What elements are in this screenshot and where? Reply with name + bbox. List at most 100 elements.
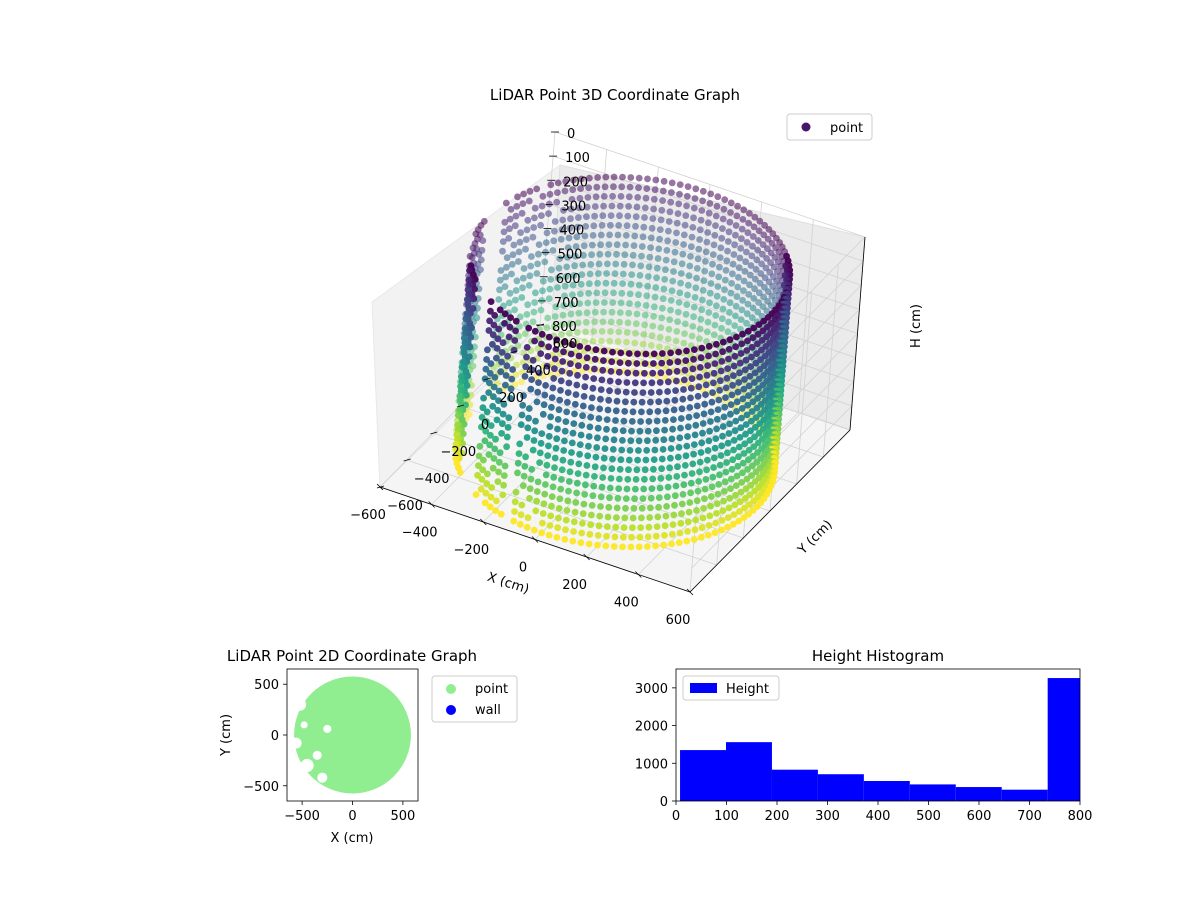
point-marker	[708, 398, 716, 406]
point-marker	[691, 526, 699, 534]
point-marker	[759, 241, 767, 249]
point-marker	[736, 369, 743, 377]
y-tick-label: −600	[387, 499, 423, 514]
point-marker	[507, 206, 515, 213]
point-marker	[672, 239, 680, 246]
point-marker	[754, 330, 762, 338]
point-marker	[480, 394, 487, 402]
point-marker	[672, 337, 680, 345]
point-marker	[575, 214, 582, 222]
chart-2d: LiDAR Point 2D Coordinate Graph −500 0 500…	[219, 647, 518, 846]
point-marker	[677, 424, 684, 432]
point-marker	[553, 336, 561, 344]
point-marker	[681, 330, 688, 337]
point-marker	[740, 277, 748, 285]
point-marker	[568, 301, 575, 308]
point-marker	[720, 205, 728, 213]
point-marker	[740, 385, 748, 393]
point-marker	[487, 307, 494, 315]
point-marker	[674, 308, 682, 316]
point-marker	[745, 291, 753, 298]
point-marker	[749, 334, 757, 342]
point-marker	[482, 489, 490, 497]
point-marker	[673, 473, 681, 480]
point-marker	[571, 400, 579, 408]
point-marker	[488, 484, 496, 491]
point-marker	[565, 379, 573, 387]
x-tick-label: 400	[866, 809, 891, 824]
point-marker	[638, 408, 645, 416]
point-marker	[581, 491, 589, 498]
point-marker	[698, 533, 705, 541]
point-marker	[740, 450, 748, 457]
point-marker	[755, 299, 762, 306]
point-marker	[734, 202, 741, 210]
point-marker	[574, 329, 581, 336]
point-marker	[659, 304, 666, 312]
point-marker	[598, 483, 606, 491]
point-marker	[694, 392, 702, 400]
point-marker	[610, 543, 618, 550]
point-marker	[569, 537, 577, 545]
histogram-bar	[909, 784, 956, 801]
point-marker	[627, 174, 635, 181]
point-marker	[582, 318, 590, 326]
point-marker	[479, 237, 487, 245]
point-marker	[587, 261, 595, 268]
point-marker	[734, 462, 742, 470]
point-marker	[512, 327, 519, 335]
point-marker	[539, 410, 547, 418]
point-marker	[725, 228, 733, 236]
point-marker	[475, 250, 483, 258]
point-marker	[515, 450, 523, 457]
point-marker	[682, 212, 690, 220]
point-marker	[716, 263, 723, 271]
point-marker	[518, 411, 526, 419]
y-axis-line	[689, 429, 851, 593]
point-marker	[629, 261, 636, 269]
point-marker	[692, 516, 700, 524]
point-marker	[574, 470, 582, 477]
point-marker	[512, 212, 520, 220]
point-marker	[598, 376, 606, 384]
point-marker	[575, 460, 583, 468]
point-marker	[636, 427, 644, 435]
point-marker	[520, 392, 527, 400]
point-marker	[718, 358, 726, 365]
chart-2d-ylabel: Y (cm)	[219, 714, 234, 757]
point-marker	[669, 425, 676, 433]
z-tick-label: 0	[567, 127, 575, 142]
point-marker	[526, 485, 534, 493]
point-marker	[638, 252, 645, 260]
point-marker	[487, 298, 495, 305]
point-marker	[619, 280, 626, 287]
point-marker	[560, 348, 567, 356]
point-marker	[565, 234, 573, 242]
point-marker	[548, 266, 555, 274]
point-marker	[585, 289, 592, 297]
point-marker	[696, 335, 703, 342]
point-marker	[678, 500, 686, 508]
point-marker	[632, 369, 640, 377]
point-marker	[755, 429, 763, 437]
point-marker	[557, 235, 565, 243]
point-marker	[730, 251, 738, 258]
point-marker	[728, 280, 735, 287]
point-marker	[683, 347, 690, 355]
point-marker	[641, 369, 648, 377]
point-marker	[537, 306, 545, 314]
point-marker	[748, 472, 755, 479]
point-marker	[541, 258, 549, 266]
point-marker	[752, 468, 760, 476]
point-marker	[733, 293, 741, 300]
point-marker	[494, 478, 502, 485]
point-marker	[635, 184, 642, 192]
point-marker	[519, 284, 526, 292]
point-marker	[635, 174, 643, 182]
point-marker	[514, 342, 522, 350]
point-marker	[506, 289, 514, 297]
point-marker	[662, 512, 670, 520]
point-marker	[760, 231, 768, 239]
point-marker	[608, 358, 616, 366]
x-tick-label: 800	[1068, 809, 1093, 824]
